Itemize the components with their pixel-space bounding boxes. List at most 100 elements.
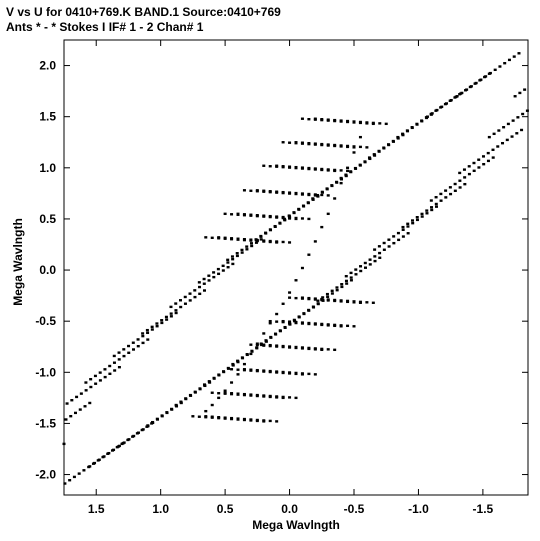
plot-frame	[63, 39, 529, 496]
uv-point-conjugate	[518, 91, 522, 95]
uv-point	[255, 369, 259, 373]
uv-point	[294, 346, 298, 350]
uv-point	[487, 72, 491, 75]
uv-point	[283, 218, 287, 222]
uv-point-conjugate	[371, 301, 375, 304]
uv-point-conjugate	[333, 118, 337, 122]
uv-point-conjugate	[463, 182, 467, 186]
uv-point	[262, 395, 266, 398]
uv-point-conjugate	[268, 419, 272, 423]
uv-point	[165, 318, 169, 321]
uv-point	[517, 52, 521, 55]
uv-point	[306, 201, 310, 205]
uv-point-conjugate	[122, 441, 126, 444]
x-tick-label: 1.0	[152, 502, 169, 516]
uv-point	[179, 305, 183, 309]
uv-point	[448, 99, 452, 102]
uv-point-conjugate	[313, 142, 317, 145]
uv-point	[84, 381, 88, 384]
uv-point	[281, 345, 285, 349]
uv-point-conjugate	[358, 145, 362, 149]
uv-point-conjugate	[93, 461, 97, 465]
uv-point	[230, 213, 234, 216]
uv-point-conjugate	[396, 231, 400, 235]
uv-point-conjugate	[482, 162, 486, 166]
uv-point	[230, 417, 234, 421]
uv-point	[464, 89, 468, 92]
uv-point-conjugate	[278, 329, 282, 332]
uv-point	[231, 258, 235, 261]
uv-point-conjugate	[184, 397, 188, 400]
uv-point-conjugate	[262, 214, 266, 217]
uv-point	[83, 405, 87, 408]
uv-point	[300, 322, 304, 325]
uv-point-conjugate	[373, 255, 377, 258]
uv-point-conjugate	[307, 192, 311, 196]
uv-point	[204, 236, 208, 239]
uv-point-conjugate	[170, 407, 174, 411]
uv-point-conjugate	[230, 237, 234, 240]
uv-point	[330, 184, 334, 188]
y-tick-label: 0.5	[39, 212, 56, 226]
uv-point-conjugate	[165, 411, 169, 414]
uv-point	[127, 344, 131, 348]
uv-point-conjugate	[349, 271, 353, 275]
uv-point-conjugate	[313, 193, 317, 196]
uv-point-conjugate	[346, 169, 350, 173]
uv-point-conjugate	[236, 359, 240, 363]
uv-point-conjugate	[326, 168, 330, 171]
uv-point-conjugate	[359, 269, 363, 273]
uv-point	[169, 305, 173, 309]
uv-point	[344, 174, 348, 178]
uv-point	[197, 415, 201, 418]
uv-point-conjugate	[97, 458, 101, 461]
uv-point	[262, 344, 266, 347]
uv-point-conjugate	[281, 165, 285, 168]
uv-point-arc	[313, 240, 317, 243]
uv-point-conjugate	[344, 279, 348, 283]
uv-point-conjugate	[453, 189, 457, 192]
uv-point-conjugate	[262, 239, 266, 242]
uv-point	[281, 141, 285, 144]
uv-point	[193, 295, 197, 299]
uv-point-conjugate	[481, 155, 485, 158]
uv-point-conjugate	[492, 132, 496, 136]
uv-point-conjugate	[352, 325, 356, 328]
uv-point-arc	[262, 332, 266, 335]
uv-point	[70, 399, 74, 402]
uv-point-conjugate	[127, 438, 131, 441]
uv-point	[245, 248, 249, 251]
uv-point-conjugate	[300, 217, 304, 220]
uv-point	[273, 225, 277, 228]
uv-point	[127, 351, 131, 354]
uv-point	[117, 365, 121, 369]
uv-point-conjugate	[300, 141, 304, 144]
uv-point	[406, 129, 410, 133]
uv-point	[288, 141, 292, 144]
uv-point-arc	[255, 342, 259, 345]
uv-point	[358, 301, 362, 304]
uv-point-conjugate	[155, 417, 159, 421]
uv-point	[188, 299, 192, 302]
uv-point-conjugate	[339, 119, 343, 122]
uv-point-arc	[236, 373, 240, 376]
uv-point	[264, 232, 268, 235]
uv-point	[242, 368, 246, 372]
uv-point-conjugate	[354, 268, 358, 271]
uv-point	[217, 416, 221, 420]
uv-point-conjugate	[316, 299, 320, 302]
uv-point-conjugate	[321, 296, 325, 299]
uv-point-conjugate	[501, 141, 505, 145]
uv-point-conjugate	[294, 141, 298, 144]
uv-point	[268, 165, 272, 168]
uv-point	[268, 395, 272, 399]
uv-point-arc	[358, 135, 362, 139]
uv-point-conjugate	[202, 383, 206, 386]
uv-point-conjugate	[384, 122, 388, 126]
uv-point-conjugate	[335, 286, 339, 289]
uv-point-conjugate	[307, 217, 311, 221]
uv-point	[278, 222, 282, 225]
uv-point-conjugate	[320, 193, 324, 197]
uv-point-conjugate	[259, 342, 263, 345]
uv-point-conjugate	[307, 141, 311, 145]
